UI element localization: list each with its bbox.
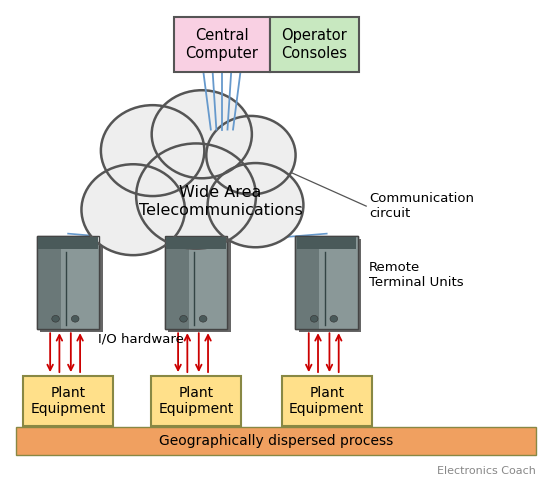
Bar (151, 376, 241, 426)
Text: Communication
circuit: Communication circuit (369, 192, 474, 220)
Circle shape (81, 164, 185, 255)
Circle shape (206, 116, 295, 195)
Bar (167, 238, 226, 249)
Text: Electronics Coach: Electronics Coach (437, 467, 536, 476)
Bar (295, 236, 358, 329)
Text: Geographically dispersed process: Geographically dispersed process (160, 434, 393, 448)
Bar (319, 236, 358, 329)
Text: Plant
Equipment: Plant Equipment (289, 386, 365, 416)
Bar (168, 239, 230, 332)
Bar (270, 17, 359, 72)
Bar (60, 236, 100, 329)
Text: I/O hardware: I/O hardware (98, 333, 184, 346)
Circle shape (180, 316, 188, 322)
Bar (174, 17, 270, 72)
Bar (297, 238, 356, 249)
Circle shape (207, 163, 304, 247)
Circle shape (101, 105, 205, 196)
Bar (295, 236, 358, 329)
Bar (37, 236, 100, 329)
Bar (23, 376, 113, 426)
Bar (295, 236, 319, 329)
Text: Central
Computer: Central Computer (185, 29, 258, 61)
Bar (165, 236, 227, 329)
Bar (37, 236, 100, 329)
Circle shape (152, 90, 252, 178)
Bar (189, 236, 227, 329)
Text: Remote
Terminal Units: Remote Terminal Units (369, 261, 464, 289)
Circle shape (330, 316, 338, 322)
Circle shape (310, 316, 318, 322)
Bar (165, 236, 227, 329)
Bar (40, 239, 103, 332)
Text: Plant
Equipment: Plant Equipment (158, 386, 234, 416)
Circle shape (136, 143, 256, 249)
Text: Wide Area
Telecommunications: Wide Area Telecommunications (139, 185, 302, 217)
Bar (39, 238, 98, 249)
Bar (37, 236, 60, 329)
Bar (282, 376, 372, 426)
Bar (165, 236, 189, 329)
Circle shape (199, 316, 207, 322)
Text: Operator
Consoles: Operator Consoles (282, 29, 348, 61)
Bar (299, 239, 361, 332)
Bar (16, 427, 536, 455)
Circle shape (52, 316, 59, 322)
Circle shape (72, 316, 79, 322)
Text: Plant
Equipment: Plant Equipment (30, 386, 106, 416)
